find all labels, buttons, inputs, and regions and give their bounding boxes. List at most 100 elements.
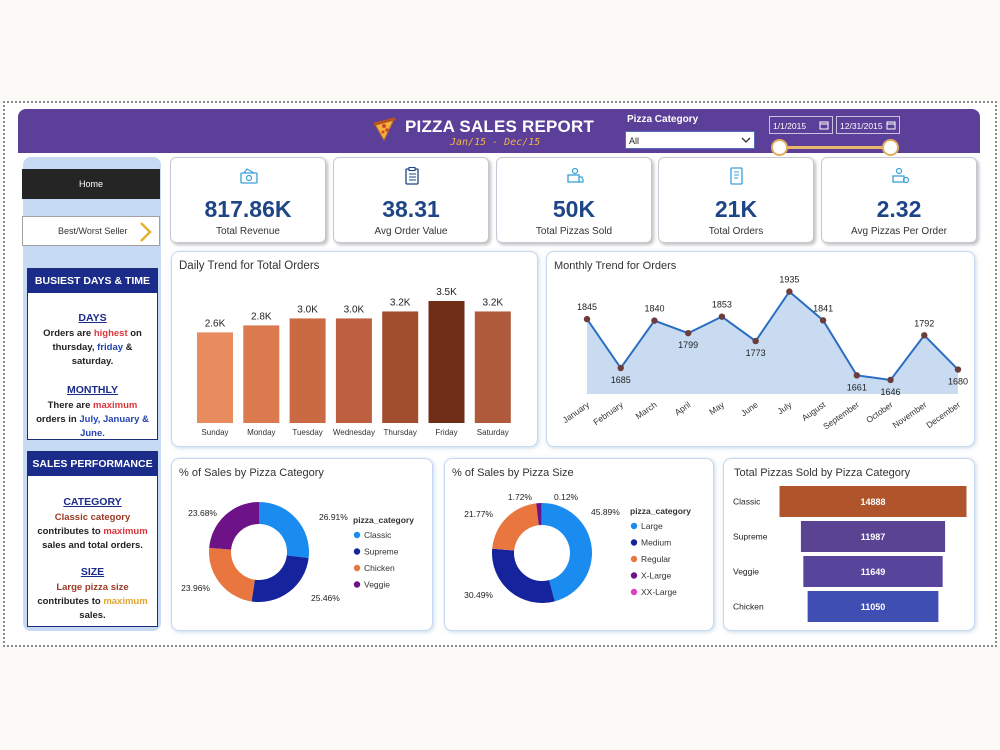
pizza-icon	[373, 117, 396, 142]
money-icon	[240, 168, 258, 184]
pizza-category-dropdown[interactable]: All	[625, 131, 755, 149]
x-tick-label: March	[634, 399, 659, 421]
slice-value-label: 0.12%	[554, 492, 579, 502]
busiest-days-card: BUSIEST DAYS & TIME DAYS Orders are high…	[27, 268, 158, 440]
slice-large	[542, 503, 592, 602]
legend-marker	[353, 581, 361, 588]
legend-marker	[630, 572, 638, 579]
funnel-category-label: Supreme	[733, 532, 768, 542]
date-range-slider-track[interactable]	[779, 146, 890, 149]
pizzas-by-category-title: Total Pizzas Sold by Pizza Category	[734, 467, 911, 479]
funnel-bar-veggie	[803, 556, 943, 587]
funnel-value-label: 11649	[861, 567, 886, 577]
legend-marker	[353, 548, 361, 555]
data-point-december	[954, 366, 962, 373]
slice-value-label: 30.49%	[464, 590, 493, 600]
pizzas-by-category-panel: Total Pizzas Sold by Pizza Category 1488…	[723, 458, 975, 631]
kpi-label: Total Pizzas Sold	[535, 226, 613, 237]
monthly-text: There are maximum orders in July, Januar…	[36, 400, 149, 439]
x-tick-label: January	[561, 399, 592, 425]
kpi-label: Total Revenue	[216, 226, 280, 237]
legend-marker	[630, 539, 638, 546]
date-end-value: 12/31/2015	[840, 121, 883, 131]
legend-title: pizza_category	[630, 506, 691, 516]
sales-by-category-chart: 26.91% 25.46% 23.96% 23.68% pizza_category Cl…	[181, 502, 414, 603]
bar-data-label: 3.0K	[344, 304, 365, 315]
x-tick-label: Monday	[247, 428, 275, 437]
size-title: SIZE	[80, 566, 105, 578]
kpi-value: 2.32	[876, 196, 922, 222]
data-point-may	[718, 313, 726, 320]
funnel-category-label: Veggie	[733, 567, 759, 577]
bar-monday	[243, 325, 280, 423]
data-point-october	[887, 376, 894, 384]
best-worst-seller-label: Best/Worst Seller	[58, 226, 128, 236]
data-point-september	[853, 372, 861, 379]
data-point-april	[684, 329, 692, 337]
bar-data-label: 3.2K	[483, 297, 504, 308]
slice-regular	[492, 503, 539, 551]
x-tick-label: July	[775, 399, 794, 416]
legend-label: Chicken	[364, 563, 395, 573]
funnel-value-label: 14888	[860, 497, 885, 507]
legend-title: pizza_category	[353, 515, 414, 525]
data-label: 1680	[948, 377, 968, 387]
funnel-bar-supreme	[800, 521, 946, 552]
slice-value-label: 45.89%	[591, 507, 620, 517]
data-point-july	[786, 288, 793, 295]
legend-marker	[353, 531, 361, 539]
chevron-right-icon	[140, 222, 152, 242]
sales-by-category-panel: % of Sales by Pizza Category 26.91% 25.46…	[171, 458, 433, 631]
chevron-down-icon	[741, 137, 751, 143]
date-start-input[interactable]: 1/1/2015	[769, 116, 833, 134]
date-range-start-handle[interactable]	[771, 139, 788, 156]
pizza-box-icon	[892, 167, 910, 184]
home-button[interactable]: Home	[22, 169, 160, 199]
slice-value-label: 1.72%	[508, 492, 533, 502]
funnel-category-label: Classic	[733, 497, 761, 507]
kpi-total-pizzas-sold: 50K Total Pizzas Sold	[496, 157, 652, 243]
bar-friday	[428, 301, 465, 423]
monthly-trend-title: Monthly Trend for Orders	[554, 260, 677, 272]
x-tick-label: Thursday	[384, 428, 417, 437]
bar-data-label: 3.5K	[436, 287, 457, 298]
bar-thursday	[382, 311, 419, 423]
legend-label: X-Large	[641, 571, 672, 581]
date-range-end-handle[interactable]	[882, 139, 899, 156]
funnel-value-label: 11050	[861, 602, 886, 612]
data-point-june	[752, 337, 759, 345]
data-label: 1773	[746, 348, 766, 358]
data-label: 1661	[847, 382, 867, 392]
kpi-total-orders: 21K Total Orders	[658, 157, 814, 243]
best-worst-seller-button[interactable]: Best/Worst Seller	[22, 216, 160, 246]
data-label: 1685	[611, 375, 631, 385]
area-fill	[587, 291, 958, 394]
kpi-value: 21K	[714, 196, 758, 222]
days-title: DAYS	[78, 312, 107, 324]
legend-marker	[630, 555, 638, 563]
bar-tuesday	[289, 318, 326, 423]
report-title: PIZZA SALES REPORT	[405, 117, 595, 136]
report-period: Jan/15 - Dec/15	[450, 137, 541, 148]
slice-value-label: 26.91%	[319, 512, 348, 522]
kpi-label: Total Orders	[708, 226, 764, 237]
data-label: 1845	[577, 302, 597, 312]
slice-value-label: 23.68%	[188, 508, 217, 518]
x-tick-label: September	[821, 399, 861, 431]
legend-marker	[353, 564, 361, 572]
delivery-icon	[567, 167, 584, 183]
funnel-value-label: 11987	[861, 532, 886, 542]
legend-label: Veggie	[364, 580, 390, 590]
calendar-icon	[886, 121, 896, 130]
bar-saturday	[474, 311, 511, 423]
pizzas-by-category-chart: 14888 Classic 11987 Supreme 11649 Veggie 11050…	[733, 486, 967, 622]
legend-label: Supreme	[364, 547, 399, 557]
x-tick-label: Friday	[435, 428, 457, 437]
date-end-input[interactable]: 12/31/2015	[836, 116, 900, 134]
funnel-bar-chicken	[807, 591, 939, 622]
bar-data-label: 2.6K	[205, 318, 226, 329]
category-text: Classic category contributes to maximum …	[37, 512, 148, 551]
kpi-value: 38.31	[382, 196, 440, 222]
legend-label: XX-Large	[641, 587, 677, 597]
bar-data-label: 3.0K	[297, 304, 318, 315]
